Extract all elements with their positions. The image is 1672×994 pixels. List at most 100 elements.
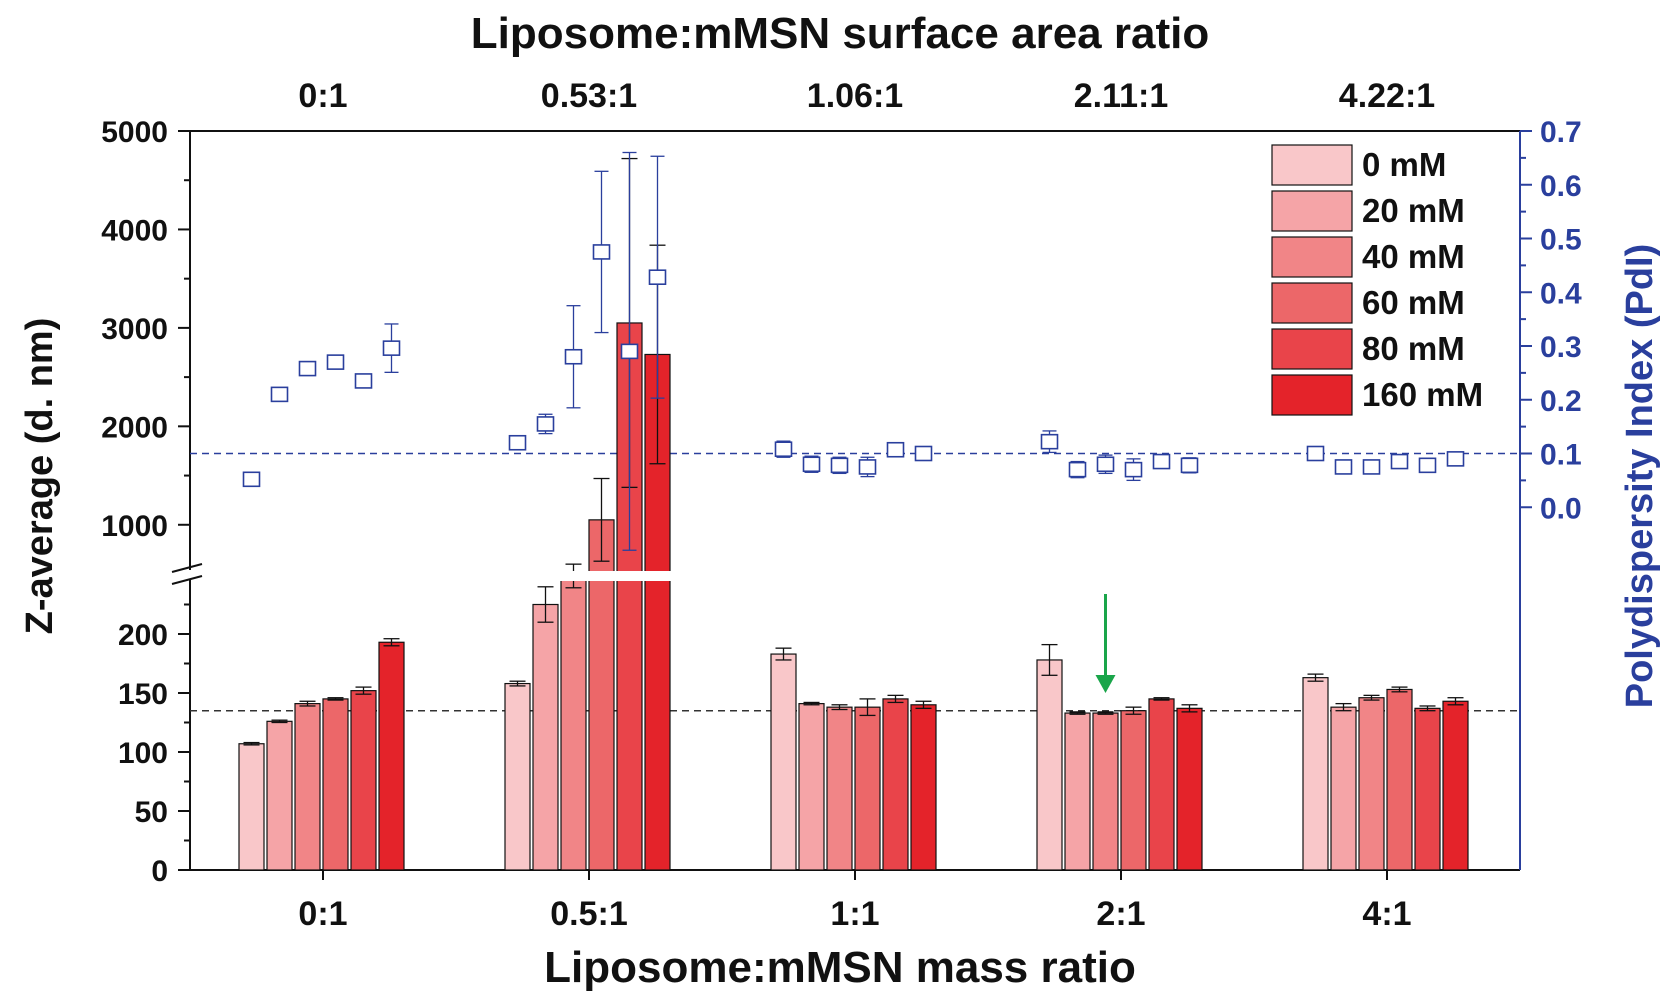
pdi-point — [536, 416, 555, 432]
bar — [910, 704, 937, 871]
pdi-point — [774, 441, 793, 458]
legend-label: 0 mM — [1362, 146, 1446, 183]
pdi-point — [1180, 457, 1199, 474]
legend-swatch — [1271, 144, 1353, 186]
x2-tick-label: 4.22:1 — [1339, 77, 1435, 115]
legend-label: 160 mM — [1362, 376, 1483, 413]
y-tick-label: 150 — [118, 678, 168, 711]
legend-swatch — [1271, 374, 1353, 416]
y2-tick-label: 0.1 — [1540, 439, 1582, 472]
bar — [1092, 712, 1119, 871]
bar — [350, 690, 377, 871]
y2-tick-label: 0.6 — [1540, 170, 1582, 203]
pdi-point — [620, 343, 639, 360]
x-tick-label: 4:1 — [1362, 895, 1411, 933]
pdi-point — [242, 471, 261, 488]
legend-label: 60 mM — [1362, 284, 1465, 321]
bar — [1302, 677, 1329, 871]
x2-tick-label: 0:1 — [298, 77, 347, 115]
bar — [322, 698, 349, 871]
y-axis-label: Z-average (d. nm) — [19, 318, 61, 635]
y-tick-label: 4000 — [101, 214, 168, 247]
pdi-point — [1068, 461, 1087, 478]
bar-break-strip — [490, 571, 910, 581]
pdi-point — [802, 456, 821, 473]
x-tick-label: 0.5:1 — [550, 895, 628, 933]
legend-swatch — [1271, 190, 1353, 232]
bar — [266, 720, 293, 871]
y2-tick-label: 0.7 — [1540, 116, 1582, 149]
x2-tick-label: 1.06:1 — [807, 77, 903, 115]
y2-tick-label: 0.5 — [1540, 224, 1582, 257]
bar — [854, 706, 881, 871]
x2-tick-label: 2.11:1 — [1074, 77, 1169, 115]
pdi-point — [858, 459, 877, 475]
plot-area: 0 50 100 150 200 1000 2000 3000 4000 5000 0.0 0.1 0.… — [101, 77, 1582, 933]
pdi-point — [1124, 461, 1143, 478]
bar — [798, 703, 825, 871]
y2-tick-label: 0.2 — [1540, 385, 1582, 418]
y-tick-label: 1000 — [101, 510, 168, 543]
pdi-point — [914, 445, 933, 462]
bar — [1036, 659, 1063, 871]
y2-axis-label: Polydispersity Index (PdI) — [1619, 244, 1661, 709]
bar — [1386, 688, 1413, 871]
bar — [1442, 700, 1469, 871]
bar — [532, 603, 559, 871]
bar — [378, 641, 405, 871]
y-tick-label: 2000 — [101, 411, 168, 444]
pdi-point — [1306, 445, 1325, 462]
pdi-point — [1446, 451, 1465, 467]
legend-swatch — [1271, 328, 1353, 370]
bar — [1358, 697, 1385, 871]
pdi-point — [886, 441, 905, 458]
x-tick-label: 0:1 — [298, 895, 347, 933]
bar — [770, 653, 797, 871]
bar — [882, 698, 909, 871]
x-tick-label: 2:1 — [1096, 895, 1145, 933]
x2-tick-label: 0.53:1 — [541, 77, 637, 115]
pdi-point — [648, 269, 667, 286]
bar — [560, 575, 587, 871]
y2-tick-label: 0.4 — [1540, 277, 1582, 310]
pdi-point — [1096, 456, 1115, 473]
bar — [1148, 698, 1175, 871]
pdi-point — [830, 457, 849, 474]
pdi-point — [1040, 433, 1059, 450]
bar — [1414, 707, 1441, 871]
legend-label: 80 mM — [1362, 330, 1465, 367]
bar — [504, 682, 531, 871]
axis-break-mark — [171, 575, 203, 585]
y-tick-label: 5000 — [101, 116, 168, 149]
legend-swatch — [1271, 282, 1353, 324]
pdi-point — [270, 386, 289, 403]
y2-tick-label: 0.0 — [1540, 492, 1582, 525]
pdi-point — [592, 244, 611, 260]
axis-break-mark — [171, 563, 203, 573]
pdi-point — [326, 354, 345, 370]
y-tick-label: 50 — [135, 796, 168, 829]
bar — [1330, 706, 1357, 871]
bar — [1120, 710, 1147, 871]
pdi-point — [1334, 459, 1353, 475]
y2-tick-label: 0.3 — [1540, 331, 1582, 364]
pdi-point — [1152, 453, 1171, 470]
pdi-point — [508, 434, 527, 451]
y-tick-label: 3000 — [101, 313, 168, 346]
chart-title: Liposome:mMSN surface area ratio — [471, 9, 1209, 58]
pdi-point — [564, 348, 583, 365]
bar — [826, 706, 853, 871]
pdi-point — [1418, 457, 1437, 474]
x-tick-label: 1:1 — [830, 895, 879, 933]
bar — [1176, 707, 1203, 871]
legend-label: 20 mM — [1362, 192, 1465, 229]
axis-break-gap — [176, 570, 204, 580]
pdi-point — [298, 360, 317, 377]
bar — [1064, 712, 1091, 871]
pdi-point — [1390, 453, 1409, 470]
y-tick-label: 0 — [151, 855, 168, 888]
pdi-point — [1362, 459, 1381, 475]
y-tick-label: 200 — [118, 619, 168, 652]
legend-label: 40 mM — [1362, 238, 1465, 275]
pdi-point — [354, 373, 373, 389]
